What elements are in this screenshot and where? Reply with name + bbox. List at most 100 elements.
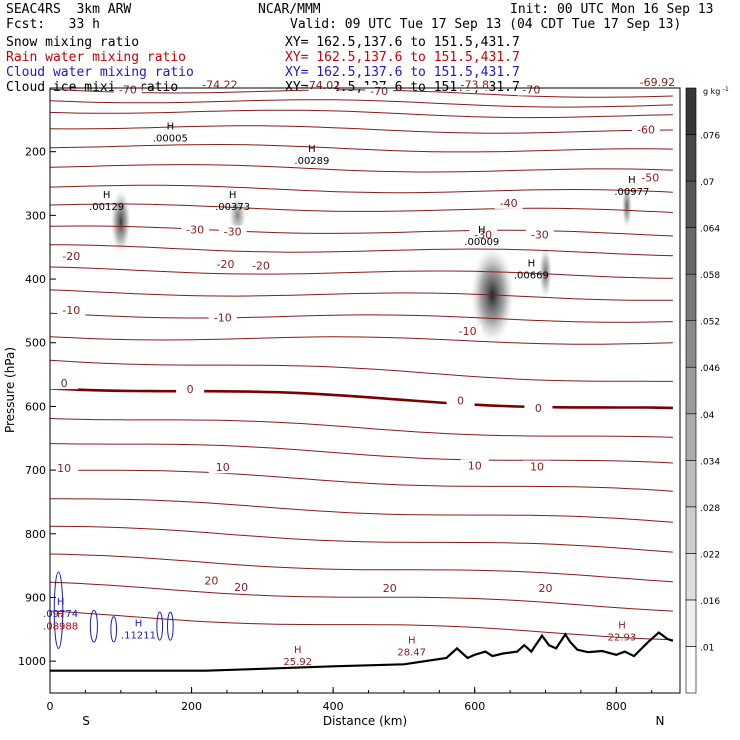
isotherm-line <box>50 387 673 410</box>
colorbar-tick-label: .04 <box>700 411 715 421</box>
temperature-label: -10 <box>459 325 477 338</box>
colorbar-tick-label: .034 <box>700 457 720 467</box>
cloud-water-contour <box>110 616 118 643</box>
high-marker-h: H <box>57 609 65 620</box>
temperature-label: -73.8 <box>460 78 488 91</box>
colorbar-tick-label: .058 <box>700 271 720 281</box>
temperature-label-bg <box>375 582 404 595</box>
cloud-water-contour <box>89 609 98 643</box>
isotherm-line <box>50 359 673 382</box>
high-marker-value: .08988 <box>43 621 78 632</box>
isotherm-line <box>50 109 673 119</box>
temperature-label: -74.02 <box>305 79 340 92</box>
cloud-water-contour <box>53 571 64 649</box>
temperature-label: -50 <box>641 171 659 184</box>
plot-frame <box>49 87 681 694</box>
terrain-profile <box>50 631 674 672</box>
temperature-label: 20 <box>204 575 218 588</box>
temperature-label-bg <box>469 228 498 241</box>
temperature-label-bg <box>460 459 489 472</box>
temperature-label-bg <box>524 401 553 414</box>
north-label: N <box>656 714 665 728</box>
high-marker-value: .11211 <box>121 630 156 641</box>
temperature-label: 10 <box>216 461 230 474</box>
x-tick-label: 400 <box>323 700 344 713</box>
colorbar-segment <box>685 227 697 275</box>
colorbar-segment <box>685 553 697 601</box>
colorbar-segment <box>685 366 697 415</box>
temperature-label-bg <box>50 377 79 390</box>
high-marker-value: .00289 <box>294 156 329 167</box>
temperature-label-bg <box>208 461 237 474</box>
high-marker-h: H <box>57 597 65 608</box>
temperature-label: -40 <box>500 197 518 210</box>
temperature-label: -30 <box>224 226 242 239</box>
temperature-label-bg <box>460 78 489 91</box>
temperature-label-bg <box>446 394 475 407</box>
temperature-label: -70 <box>119 84 137 97</box>
temperature-label-bg <box>208 311 237 324</box>
high-marker-h: H <box>135 618 143 629</box>
temperature-label-bg <box>57 249 86 262</box>
temperature-label-bg <box>205 78 234 91</box>
high-marker-h: H <box>308 144 316 155</box>
y-axis-label: Pressure (hPa) <box>3 347 17 433</box>
colorbar-segment <box>685 460 697 508</box>
colorbar-tick-label: .016 <box>700 597 720 607</box>
field-rain-xy: XY= 162.5,137.6 to 151.5,431.7 <box>285 50 520 65</box>
colorbar-segment <box>685 273 697 321</box>
temperature-label-bg <box>227 580 256 593</box>
isotherm-line <box>50 312 673 323</box>
temperature-label-bg <box>523 460 552 473</box>
high-marker-h: H <box>618 620 626 631</box>
forecast-hour: Fcst: 33 h <box>6 17 100 32</box>
temperature-label-bg <box>494 196 523 209</box>
temperature-label-bg <box>517 83 546 96</box>
field-cloudwater-name: Cloud water mixing ratio <box>6 65 194 80</box>
colorbar-segment <box>685 134 697 182</box>
temperature-label-bg <box>197 574 226 587</box>
x-tick-label: 600 <box>464 700 485 713</box>
temperature-label-bg <box>246 259 275 272</box>
temperature-label: -60 <box>637 124 655 137</box>
temperature-label: 0 <box>457 394 464 407</box>
temperature-label-bg <box>57 303 86 316</box>
colorbar-segment <box>685 180 697 228</box>
colorbar-tick-label: .01 <box>700 643 714 653</box>
temperature-label: -30 <box>186 224 204 237</box>
colorbar-tick-label: .064 <box>700 225 720 235</box>
y-tick-label: 200 <box>25 146 46 159</box>
isotherm-line <box>50 581 673 612</box>
temperature-label-bg <box>218 225 247 238</box>
field-rain-name: Rain water mixing ratio <box>6 50 187 65</box>
model-title: SEAC4RS 3km ARW <box>6 2 132 17</box>
temperature-label: -20 <box>62 250 80 263</box>
temperature-label-bg <box>113 83 142 96</box>
temperature-label: -10 <box>214 312 232 325</box>
temperature-label: -10 <box>62 304 80 317</box>
high-marker-h: H <box>408 636 416 647</box>
temperature-label-bg <box>531 582 560 595</box>
temperature-label: -20 <box>217 258 235 271</box>
colorbar-segment <box>685 320 697 368</box>
isotherm-line <box>50 289 673 301</box>
temperature-label-bg <box>636 171 665 184</box>
isotherm-line <box>50 418 673 438</box>
isotherm-line <box>50 498 673 523</box>
temperature-label-bg <box>50 461 79 474</box>
field-snow-xy: XY= 162.5,137.6 to 151.5,431.7 <box>285 35 520 50</box>
high-marker-h: H <box>103 190 111 201</box>
colorbar-tick-label: .052 <box>700 318 720 328</box>
high-marker-value: .09774 <box>43 609 78 620</box>
y-tick-label: 700 <box>25 464 46 477</box>
high-marker-value: 28.47 <box>397 648 426 659</box>
temperature-label: 0 <box>535 402 542 415</box>
temperature-label-bg <box>176 382 205 395</box>
temperature-label-bg <box>211 258 240 271</box>
temperature-label: 10 <box>57 462 71 475</box>
high-marker-h: H <box>478 225 486 236</box>
snow-blob <box>539 247 552 299</box>
isotherm-line <box>50 244 673 257</box>
snow-blob <box>229 196 247 235</box>
